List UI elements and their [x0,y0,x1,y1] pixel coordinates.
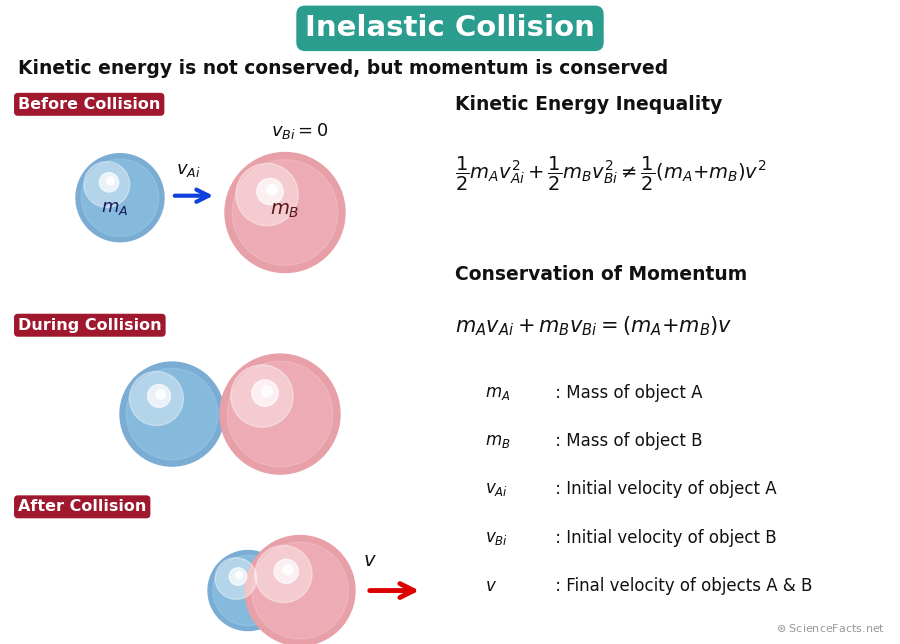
Circle shape [255,545,312,603]
Text: : Mass of object B: : Mass of object B [550,432,703,450]
Text: $m_B$: $m_B$ [485,432,510,450]
Text: $v_{Ai}$: $v_{Ai}$ [485,480,508,498]
Text: $m_A$: $m_A$ [485,384,510,402]
Text: $\circledast$ ScienceFacts.net: $\circledast$ ScienceFacts.net [776,622,885,634]
Text: : Mass of object A: : Mass of object A [550,384,703,402]
Text: $v$: $v$ [485,577,497,595]
Text: $v_{Bi} = 0$: $v_{Bi} = 0$ [271,120,328,140]
Text: $\dfrac{1}{2}m_A v_{Ai}^2 + \dfrac{1}{2}m_B v_{Bi}^2 \neq \dfrac{1}{2}(m_A{+}m_B: $\dfrac{1}{2}m_A v_{Ai}^2 + \dfrac{1}{2}… [455,155,767,193]
Text: Conservation of Momentum: Conservation of Momentum [455,265,747,285]
Circle shape [81,159,158,236]
Text: $m_A$: $m_A$ [102,199,129,217]
Circle shape [256,178,284,205]
Circle shape [232,160,338,265]
Text: $v_{Bi}$: $v_{Bi}$ [485,529,508,547]
Text: Kinetic energy is not conserved, but momentum is conserved: Kinetic energy is not conserved, but mom… [18,59,668,79]
Text: $m_A v_{Ai} + m_B v_{Bi} = (m_A{+}m_B)v$: $m_A v_{Ai} + m_B v_{Bi} = (m_A{+}m_B)v$ [455,315,733,338]
Text: : Initial velocity of object A: : Initial velocity of object A [550,480,777,498]
Circle shape [230,365,293,427]
Circle shape [126,368,218,460]
Circle shape [236,572,243,579]
Circle shape [106,177,114,185]
Circle shape [120,362,224,466]
Circle shape [230,568,247,585]
Circle shape [245,536,355,644]
Circle shape [274,559,299,583]
Circle shape [99,173,119,192]
Text: $m_B$: $m_B$ [270,201,300,220]
Circle shape [283,565,293,574]
Circle shape [220,354,340,474]
Circle shape [225,153,345,272]
Text: $v$: $v$ [363,551,377,570]
Circle shape [266,184,277,195]
Circle shape [208,551,288,630]
Circle shape [215,558,256,600]
Circle shape [156,390,166,399]
Text: During Collision: During Collision [18,317,162,333]
Text: After Collision: After Collision [18,499,147,515]
Circle shape [130,372,184,426]
Text: Inelastic Collision: Inelastic Collision [305,14,595,43]
Text: : Initial velocity of object B: : Initial velocity of object B [550,529,777,547]
Circle shape [212,555,284,626]
Circle shape [76,154,164,242]
Circle shape [261,386,272,397]
Text: $v_{Ai}$: $v_{Ai}$ [176,161,201,178]
Text: Kinetic Energy Inequality: Kinetic Energy Inequality [455,95,723,114]
Text: : Final velocity of objects A & B: : Final velocity of objects A & B [550,577,813,595]
Text: Before Collision: Before Collision [18,97,160,112]
Circle shape [236,164,298,225]
Circle shape [84,162,130,207]
Circle shape [252,542,348,639]
Circle shape [252,380,278,406]
Circle shape [148,384,170,408]
Circle shape [227,361,333,467]
